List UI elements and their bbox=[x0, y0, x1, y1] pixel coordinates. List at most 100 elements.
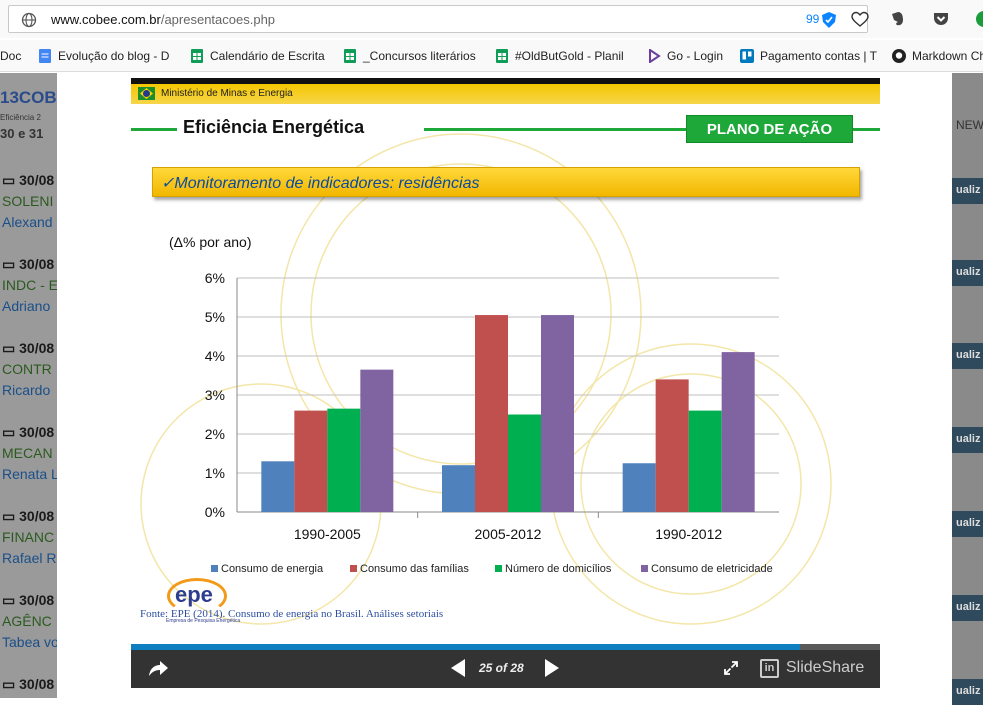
update-button[interactable]: ualiz bbox=[952, 427, 983, 453]
url-text: www.cobee.com.br/apresentacoes.php bbox=[51, 12, 276, 27]
bookmarks-bar: Doc Evolução do blog - D Calendário de E… bbox=[0, 40, 983, 72]
list-item[interactable]: ▭ 30/08 bbox=[2, 508, 55, 524]
update-button[interactable]: ualiz bbox=[952, 511, 983, 537]
x-tick-label: 1990-2005 bbox=[294, 526, 361, 542]
page-indicator: 25 of 28 bbox=[479, 661, 524, 675]
legend-swatch bbox=[495, 565, 502, 572]
list-item-name: Adriano bbox=[2, 298, 51, 314]
update-button[interactable]: ualiz bbox=[952, 679, 983, 705]
ministry-bar: Ministério de Minas e Energia bbox=[131, 84, 880, 104]
bookmark-evolucao-blog[interactable]: Evolução do blog - D bbox=[38, 49, 169, 63]
heart-icon[interactable] bbox=[851, 11, 869, 29]
bookmark-calendario[interactable]: Calendário de Escrita bbox=[190, 49, 325, 63]
list-item[interactable]: ▭ 30/08 bbox=[2, 676, 55, 692]
list-item-name: Tabea vo bbox=[2, 634, 59, 650]
epe-logo: epe bbox=[175, 582, 213, 607]
sheet-icon bbox=[191, 49, 203, 63]
url-bar[interactable]: www.cobee.com.br/apresentacoes.php 99 bbox=[8, 5, 869, 33]
list-item-title: MECAN bbox=[2, 445, 53, 461]
bar bbox=[261, 461, 295, 512]
sheet-icon bbox=[496, 49, 508, 63]
bar bbox=[442, 465, 475, 512]
extension-icon[interactable] bbox=[975, 10, 983, 28]
bar bbox=[360, 369, 394, 512]
bookmark-go-login[interactable]: Go - Login bbox=[647, 49, 723, 63]
x-tick-label: 1990-2012 bbox=[655, 526, 722, 542]
bookmark-markdown[interactable]: Markdown Ch bbox=[892, 49, 983, 63]
y-tick-label: 5% bbox=[205, 309, 225, 325]
news-label: NEW bbox=[956, 118, 983, 132]
source-note: Fonte: EPE (2014). Consumo de energia no… bbox=[140, 608, 444, 620]
pocket-icon[interactable] bbox=[932, 10, 950, 28]
list-item-name: Ricardo bbox=[2, 382, 51, 398]
evernote-icon[interactable] bbox=[888, 10, 906, 28]
legend-label: Consumo de eletricidade bbox=[651, 563, 773, 575]
list-item[interactable]: ▭ 30/08 bbox=[2, 424, 55, 440]
unit-label: (Δ% por ano) bbox=[169, 234, 252, 250]
list-item[interactable]: ▭ 30/08 bbox=[2, 256, 55, 272]
fullscreen-icon[interactable] bbox=[723, 660, 739, 676]
epe-logo-sub: Empresa de Pesquisa Energética bbox=[166, 618, 241, 624]
bar bbox=[508, 414, 541, 512]
legend-label: Número de domicílios bbox=[505, 563, 612, 575]
list-item-title: CONTR bbox=[2, 361, 52, 377]
list-item-name: Alexand bbox=[2, 214, 53, 230]
tracker-count: 99 bbox=[806, 12, 820, 26]
player-controls: 25 of 28 in SlideShare bbox=[131, 650, 880, 688]
list-item-name: Rafael R bbox=[2, 550, 57, 566]
slide: Ministério de Minas e Energia Eficiência… bbox=[131, 78, 880, 644]
title-rule-mid bbox=[424, 128, 686, 131]
bookmark-pagamento[interactable]: Pagamento contas | T bbox=[740, 49, 877, 63]
next-slide-icon[interactable] bbox=[541, 658, 561, 678]
progress-bar[interactable] bbox=[131, 644, 880, 650]
bookmark-doc[interactable]: Doc bbox=[0, 49, 22, 63]
list-item-title: AGÊNC bbox=[2, 613, 52, 629]
legend-label: Consumo das famílias bbox=[360, 563, 469, 575]
subtitle-box: ✓Monitoramento de indicadores: residênci… bbox=[152, 167, 860, 197]
globe-icon bbox=[21, 12, 37, 28]
x-tick-label: 2005-2012 bbox=[475, 526, 542, 542]
ministry-name: Ministério de Minas e Energia bbox=[161, 88, 293, 99]
update-button[interactable]: ualiz bbox=[952, 343, 983, 369]
list-item[interactable]: ▭ 30/08 bbox=[2, 172, 55, 188]
title-rule-right bbox=[853, 128, 880, 131]
share-icon[interactable] bbox=[147, 658, 169, 678]
y-tick-label: 1% bbox=[205, 465, 225, 481]
linkedin-icon[interactable]: in bbox=[760, 659, 779, 678]
update-button[interactable]: ualiz bbox=[952, 595, 983, 621]
bar bbox=[655, 379, 689, 512]
legend-swatch bbox=[211, 565, 218, 572]
shield-icon[interactable] bbox=[822, 12, 836, 28]
previous-slide-icon[interactable] bbox=[449, 658, 469, 678]
legend-swatch bbox=[350, 565, 357, 572]
bar bbox=[475, 315, 508, 512]
bar-chart: 0% 1% 2% 3% 4% 5% 6% 1990-2005 2005-2012 1990-201… bbox=[205, 270, 779, 575]
sheet-icon bbox=[344, 49, 356, 63]
slide-subtitle: ✓Monitoramento de indicadores: residênci… bbox=[161, 175, 480, 192]
slideshare-brand[interactable]: SlideShare bbox=[786, 659, 865, 676]
bar bbox=[622, 463, 656, 512]
background-right-column bbox=[952, 73, 983, 698]
epe-logo-arc bbox=[167, 578, 227, 614]
play-icon bbox=[649, 49, 661, 63]
bar bbox=[721, 352, 755, 512]
doc-icon bbox=[39, 49, 51, 63]
bookmark-oldbutgold[interactable]: #OldButGold - Planil bbox=[495, 49, 624, 63]
y-tick-label: 3% bbox=[205, 387, 225, 403]
bookmark-concursos[interactable]: _Concursos literários bbox=[343, 49, 476, 63]
y-tick-label: 2% bbox=[205, 426, 225, 442]
list-item[interactable]: ▭ 30/08 bbox=[2, 592, 55, 608]
update-button[interactable]: ualiz bbox=[952, 178, 983, 204]
list-item[interactable]: ▭ 30/08 bbox=[2, 340, 55, 356]
browser-toolbar: www.cobee.com.br/apresentacoes.php 99 bbox=[0, 0, 983, 38]
legend-label: Consumo de energia bbox=[221, 563, 324, 575]
plano-badge: PLANO DE AÇÃO bbox=[686, 115, 853, 143]
slide-title: Eficiência Energética bbox=[183, 117, 365, 137]
title-rule-left bbox=[131, 128, 177, 131]
event-date: 30 e 31 bbox=[0, 126, 44, 141]
list-item-name: Renata L bbox=[2, 466, 59, 482]
update-button[interactable]: ualiz bbox=[952, 260, 983, 286]
background-left-column bbox=[0, 73, 57, 698]
y-tick-label: 0% bbox=[205, 504, 225, 520]
bar bbox=[688, 410, 722, 512]
